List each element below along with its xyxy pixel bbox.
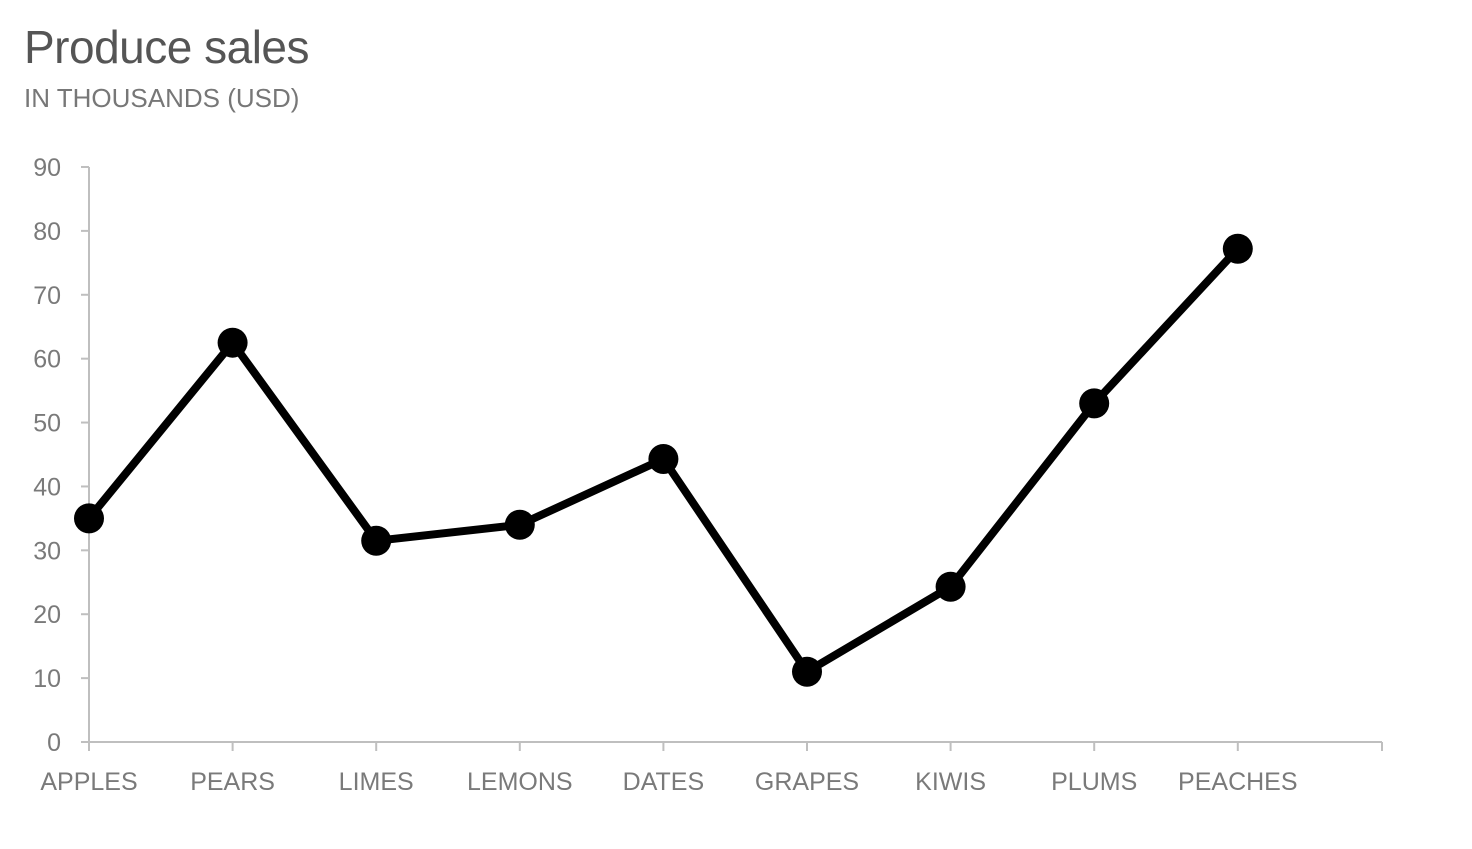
data-point-kiwis bbox=[935, 571, 966, 602]
y-tick-label: 30 bbox=[33, 537, 61, 565]
chart-title: Produce sales bbox=[24, 21, 310, 73]
y-tick-label: 80 bbox=[33, 218, 61, 246]
y-tick-label: 20 bbox=[33, 601, 61, 629]
y-tick-label: 40 bbox=[33, 473, 61, 501]
y-tick-label: 0 bbox=[47, 729, 61, 757]
data-point-dates bbox=[648, 443, 679, 474]
x-tick-label: PEACHES bbox=[1178, 768, 1297, 796]
data-point-peaches bbox=[1222, 233, 1253, 264]
x-axis: APPLES PEARS LIMES LEMONS DATES GRAPES KIWIS PL… bbox=[40, 741, 1383, 796]
y-tick-label: 10 bbox=[33, 665, 61, 693]
y-axis: 0 10 20 30 40 50 60 70 80 90 bbox=[33, 154, 90, 757]
x-tick-label: GRAPES bbox=[755, 768, 859, 796]
data-point-plums bbox=[1079, 388, 1110, 419]
y-tick-label: 60 bbox=[33, 346, 61, 374]
x-tick-label: LIMES bbox=[339, 768, 414, 796]
data-point-limes bbox=[361, 525, 392, 556]
y-tick-label: 70 bbox=[33, 282, 61, 310]
chart-subtitle: IN THOUSANDS (USD) bbox=[24, 83, 300, 113]
y-tick-label: 50 bbox=[33, 410, 61, 438]
series-group bbox=[74, 233, 1253, 687]
data-point-apples bbox=[74, 503, 104, 534]
x-tick-label: KIWIS bbox=[915, 768, 986, 796]
x-tick-label: DATES bbox=[623, 768, 705, 796]
x-tick-label: LEMONS bbox=[467, 768, 573, 796]
data-point-pears bbox=[217, 327, 248, 358]
data-point-lemons bbox=[504, 509, 535, 540]
x-tick-label: PEARS bbox=[190, 768, 275, 796]
x-tick-label: APPLES bbox=[40, 768, 137, 796]
x-tick-label: PLUMS bbox=[1051, 768, 1137, 796]
y-tick-label: 90 bbox=[33, 154, 61, 182]
data-point-grapes bbox=[792, 656, 822, 687]
